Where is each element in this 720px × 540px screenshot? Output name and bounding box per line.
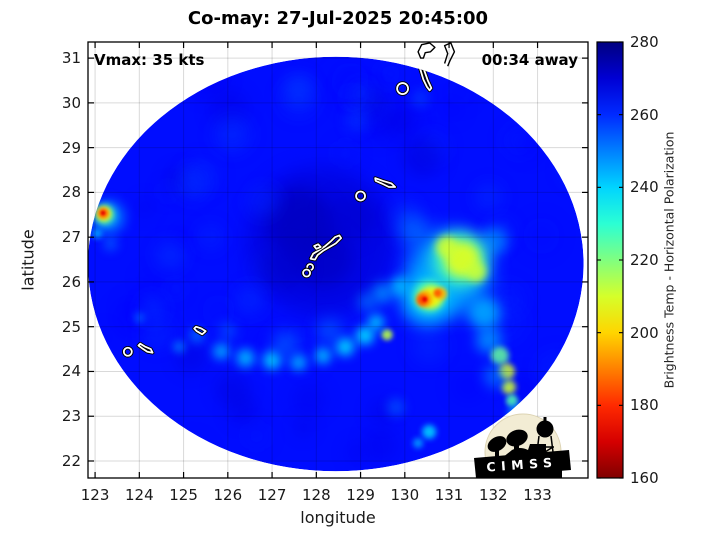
y-tick-label: 30 (61, 93, 81, 112)
x-tick-label: 127 (257, 486, 287, 504)
y-tick-label: 27 (61, 228, 81, 247)
colorbar-tick-label: 280 (630, 33, 659, 51)
island-contours (122, 56, 434, 358)
x-tick-label: 128 (301, 486, 331, 504)
colorbar-tick-label: 220 (630, 251, 659, 269)
y-axis-label: latitude (18, 229, 38, 291)
y-tick-label: 22 (61, 451, 81, 470)
plot-title: Co-may: 27-Jul-2025 20:45:00 (187, 8, 489, 29)
y-tick-label: 29 (61, 138, 81, 157)
x-tick-label: 125 (169, 486, 198, 504)
colorbar-tick-label: 240 (630, 178, 659, 197)
y-tick-label: 24 (61, 362, 81, 381)
colorbar-tick-label: 160 (630, 469, 659, 487)
y-tick-label: 28 (61, 183, 81, 202)
y-tick-label: 31 (61, 49, 81, 68)
x-tick-label: 131 (434, 486, 464, 504)
y-tick-label: 25 (61, 317, 81, 336)
x-tick-label: 129 (346, 486, 375, 504)
x-tick-label: 124 (124, 486, 154, 504)
x-axis-label: longitude (300, 508, 376, 527)
x-tick-label: 130 (390, 486, 420, 504)
axes-box (87, 41, 589, 479)
x-tick-label: 132 (478, 486, 508, 504)
y-tick-label: 26 (61, 272, 81, 291)
x-tick-label: 123 (80, 486, 110, 504)
x-tick-label: 126 (213, 486, 243, 504)
cimss-logo-text: CIMSS (486, 454, 558, 474)
colorbar-tick-label: 180 (630, 396, 659, 415)
vmax-annotation: Vmax: 35 kts (94, 51, 205, 69)
heatmap-swath (88, 56, 584, 472)
time-away-annotation: 00:34 away (481, 51, 578, 69)
y-tick-label: 23 (61, 407, 81, 426)
coastline-contours (417, 42, 456, 67)
x-tick-label: 133 (523, 486, 552, 504)
grid-lines (88, 42, 588, 478)
cimss-logo: CIMSS (474, 413, 571, 478)
colorbar-tick-label: 260 (630, 105, 659, 124)
colorbar-tick-label: 200 (630, 323, 659, 342)
colorbar (596, 41, 624, 479)
